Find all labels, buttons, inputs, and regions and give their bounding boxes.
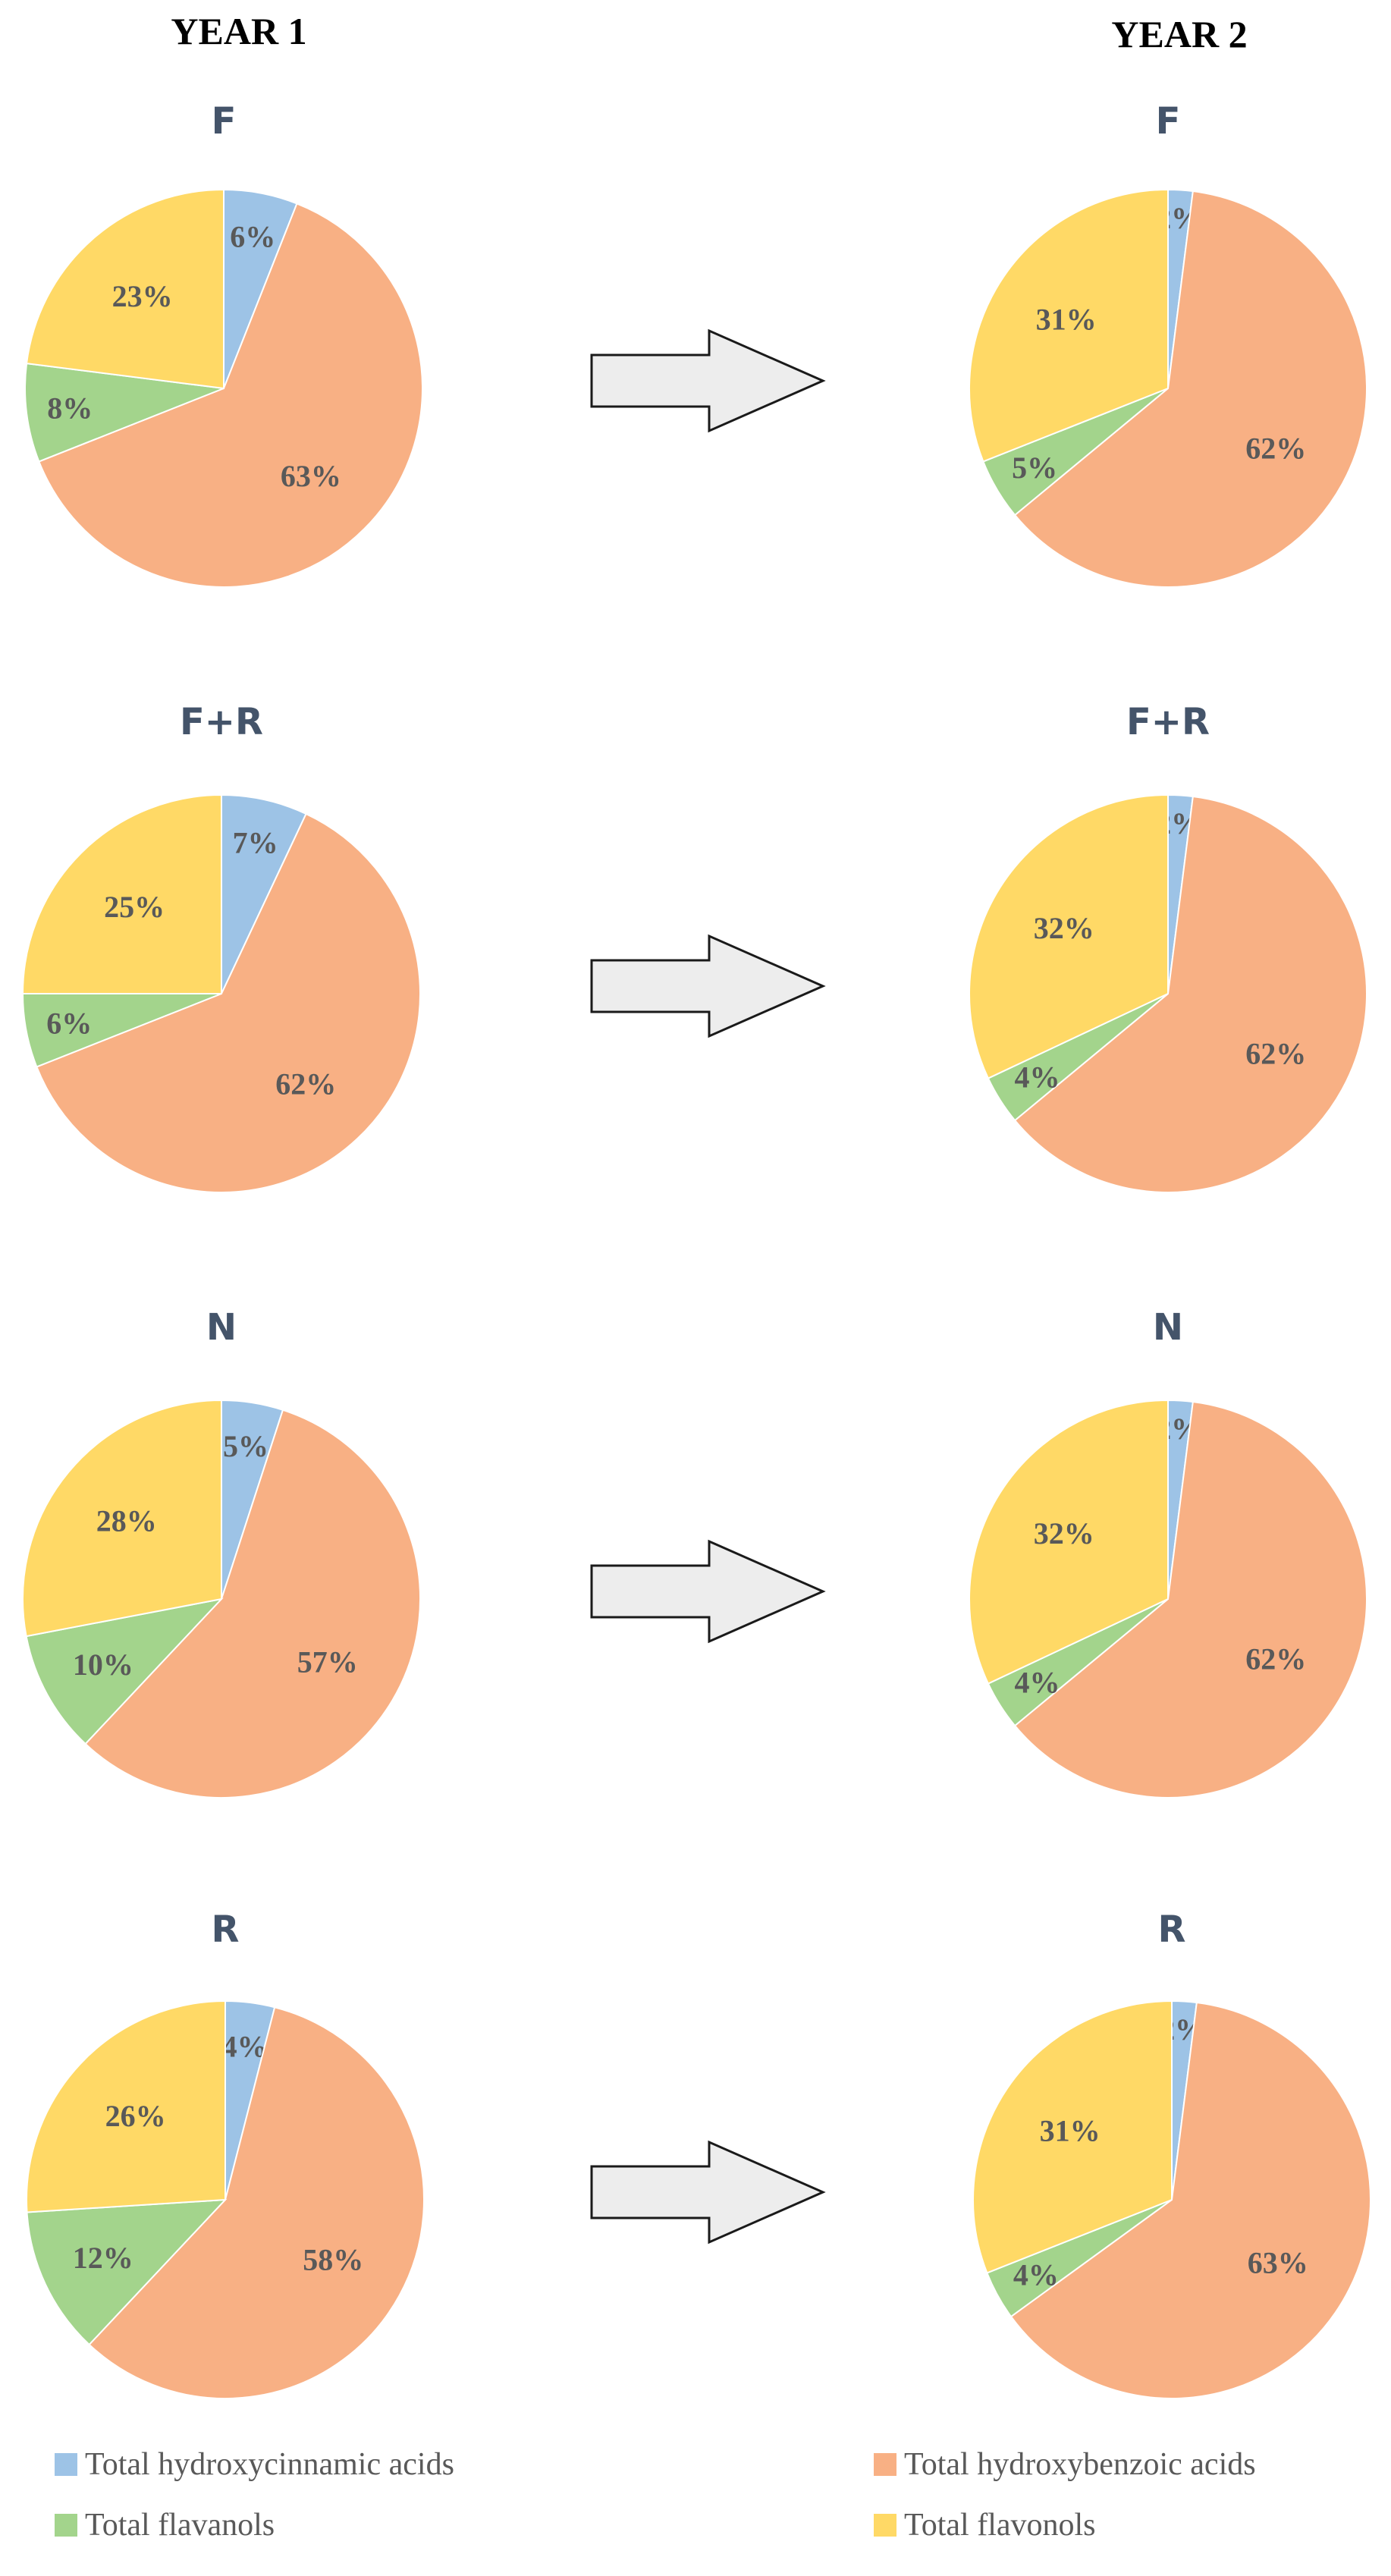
- pie-data-label: 6%: [46, 1006, 92, 1040]
- legend-swatch-hydroxycinnamic: [55, 2453, 77, 2476]
- pie-slice-hydroxybenzoic: [1013, 795, 1367, 1193]
- pie-chart: R2%63%4%31%: [972, 1908, 1372, 2399]
- pie-chart: F 6% 63% 8% 23%: [24, 100, 423, 588]
- pie-title: N: [206, 1306, 237, 1349]
- legend: Total hydroxycinnamic acids Total hydrox…: [55, 2447, 1256, 2543]
- pie-data-label: 62%: [1245, 1641, 1306, 1676]
- legend-swatch-flavanols: [55, 2514, 77, 2537]
- pie-data-label: 5%: [223, 1429, 268, 1463]
- pie-data-label: 26%: [105, 2099, 166, 2133]
- pie-data-label: 58%: [303, 2242, 363, 2276]
- pie-slice-flavonols: [26, 2000, 226, 2213]
- pie-data-label: 32%: [1034, 1516, 1094, 1550]
- arrows-group: [590, 328, 826, 2245]
- pie-data-label: 4%: [222, 2029, 268, 2063]
- pie-title: R: [212, 1908, 240, 1951]
- pie-data-label: 32%: [1034, 911, 1094, 945]
- legend-label-flavanols: Total flavanols: [85, 2508, 275, 2543]
- legend-swatch-hydroxybenzoic: [874, 2453, 896, 2476]
- pie-data-label: 31%: [1036, 303, 1097, 337]
- year-2-title: YEAR 2: [1111, 13, 1247, 55]
- pie-slice-flavonols: [969, 1399, 1169, 1685]
- pie-slice-hydroxybenzoic: [84, 1409, 421, 1798]
- legend-swatch-flavonols: [874, 2514, 896, 2537]
- pie-data-label: 63%: [281, 459, 341, 493]
- pie-slice-hydroxybenzoic: [36, 812, 422, 1193]
- pie-data-label: 62%: [275, 1067, 336, 1101]
- pie-slice-hydroxybenzoic: [1013, 1400, 1367, 1798]
- pie-chart: F2%62%5%31%: [969, 100, 1367, 588]
- legend-label-flavonols: Total flavonols: [904, 2508, 1096, 2543]
- right-arrow-icon: [590, 2140, 826, 2245]
- pie-title: N: [1153, 1306, 1183, 1349]
- pie-title: F+R: [180, 701, 263, 743]
- year-1-title: YEAR 1: [171, 10, 306, 52]
- pie-data-label: 62%: [1245, 1036, 1306, 1070]
- pie-chart: N2%62%4%32%: [969, 1306, 1367, 1798]
- legend-label-hydroxycinnamic: Total hydroxycinnamic acids: [85, 2447, 454, 2482]
- pie-data-label: 10%: [73, 1648, 133, 1682]
- pie-slice-hydroxybenzoic: [88, 2006, 425, 2399]
- pie-data-label: 4%: [1015, 1666, 1060, 1700]
- pie-slice-flavonols: [21, 793, 222, 994]
- pie-slice-flavonols: [969, 793, 1169, 1079]
- pie-slice-flavonols: [969, 188, 1169, 463]
- pie-data-label: 63%: [1248, 2246, 1308, 2280]
- pie-slice-hydroxybenzoic: [38, 203, 423, 588]
- pie-slice-flavanols: [25, 1597, 224, 1745]
- legend-label-hydroxybenzoic: Total hydroxybenzoic acids: [904, 2447, 1256, 2482]
- pie-slice-hydroxybenzoic: [1013, 190, 1367, 588]
- pie-chart: F+R2%62%4%32%: [969, 701, 1367, 1193]
- pie-data-label: 28%: [96, 1504, 157, 1538]
- pie-title: F: [1156, 100, 1181, 143]
- pie-data-label: 6%: [230, 219, 275, 253]
- right-arrow-icon: [590, 934, 826, 1038]
- pie-title: F+R: [1126, 701, 1210, 743]
- pie-data-label: 62%: [1245, 431, 1306, 465]
- pie-slice-flavonols: [25, 188, 225, 390]
- right-arrow-icon: [590, 1539, 826, 1644]
- pie-slice-flavanols: [24, 363, 225, 463]
- pie-title: F: [212, 100, 237, 143]
- pie-chart: R 4% 58% 12% 26%: [26, 1908, 425, 2399]
- pie-data-label: 12%: [73, 2241, 133, 2275]
- pie-data-label: 4%: [1015, 1060, 1060, 1095]
- pie-slice-flavonols: [22, 1399, 222, 1638]
- pie-chart: F+R 7% 62% 6% 25%: [21, 701, 422, 1193]
- pie-data-label: 25%: [104, 890, 165, 924]
- pie-slice-flavonols: [972, 2000, 1173, 2274]
- pie-slice-hydroxybenzoic: [1009, 2001, 1372, 2399]
- pie-chart: N 5% 57% 10% 28%: [22, 1306, 421, 1798]
- pie-data-label: 4%: [1013, 2258, 1059, 2292]
- pie-slice-hydroxycinnamic: [221, 793, 307, 994]
- pie-data-label: 23%: [112, 279, 173, 313]
- pie-title: R: [1158, 1908, 1186, 1951]
- pie-data-label: 57%: [297, 1645, 358, 1679]
- pie-data-label: 5%: [1012, 451, 1057, 485]
- right-arrow-icon: [590, 328, 826, 433]
- pie-data-label: 7%: [233, 826, 278, 860]
- pie-slice-flavanols: [26, 2198, 228, 2346]
- pies-group: F6%63%8%23%F2%62%5%31%F+R7%62%6%25%F+R2%…: [21, 100, 1372, 2399]
- pie-data-label: 31%: [1040, 2114, 1101, 2148]
- pie-data-label: 8%: [47, 391, 93, 426]
